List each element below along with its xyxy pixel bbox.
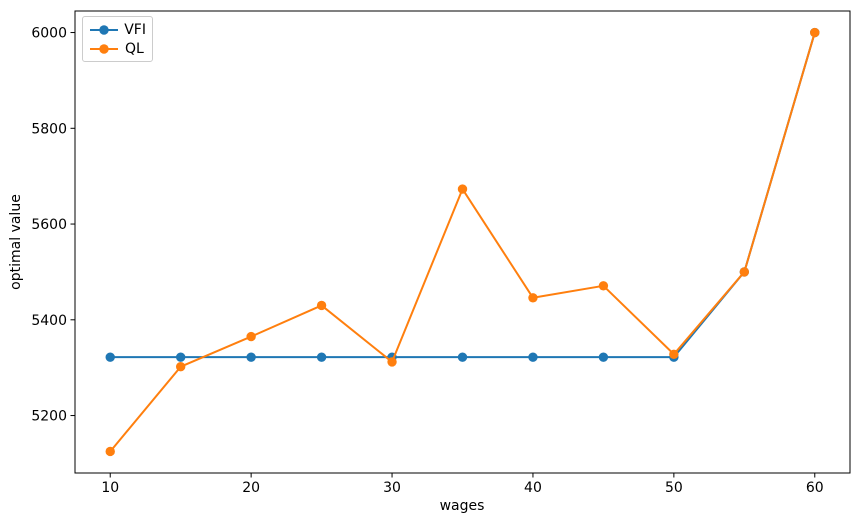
data-point-ql <box>598 281 609 291</box>
legend-label: QL <box>125 40 144 57</box>
data-point-ql <box>810 27 820 38</box>
data-point-ql <box>387 357 397 367</box>
data-point-ql <box>175 362 186 372</box>
data-point-ql <box>316 300 327 311</box>
x-axis-label: wages <box>439 498 485 514</box>
y-tick-label: 5800 <box>31 121 67 137</box>
data-point-ql <box>105 446 115 457</box>
data-point-vfi <box>175 352 186 362</box>
legend-entry-vfi: VFI <box>89 21 146 39</box>
data-point-vfi <box>528 352 538 362</box>
y-tick-label: 6000 <box>31 26 67 42</box>
data-point-vfi <box>598 352 609 362</box>
data-point-ql <box>739 267 750 277</box>
data-point-vfi <box>457 352 468 362</box>
x-tick-label: 60 <box>806 480 824 496</box>
series-line-ql <box>109 31 816 453</box>
data-point-ql <box>246 331 256 342</box>
x-tick-label: 20 <box>242 480 260 496</box>
legend-label: VFI <box>124 21 146 38</box>
series-line-vfi <box>109 31 816 359</box>
data-point-ql <box>669 349 679 359</box>
y-tick-label: 5600 <box>31 217 67 233</box>
legend-entry-ql: QL <box>89 40 146 58</box>
axes-frame <box>74 10 851 474</box>
x-tick-label: 30 <box>383 480 401 496</box>
data-point-vfi <box>316 352 327 362</box>
x-tick-label: 50 <box>665 480 683 496</box>
y-axis-label: optimal value <box>8 194 24 290</box>
data-point-vfi <box>105 352 115 362</box>
data-point-vfi <box>246 352 256 362</box>
legend: VFI QL <box>82 16 153 62</box>
data-point-ql <box>457 184 468 194</box>
legend-line-marker-icon <box>90 24 118 35</box>
legend-line-marker-icon <box>90 43 118 54</box>
x-tick-label: 40 <box>524 480 542 496</box>
y-tick-label: 5200 <box>31 409 67 425</box>
x-tick-label: 10 <box>101 480 119 496</box>
y-tick-label: 5400 <box>31 313 67 329</box>
data-point-ql <box>528 293 538 303</box>
